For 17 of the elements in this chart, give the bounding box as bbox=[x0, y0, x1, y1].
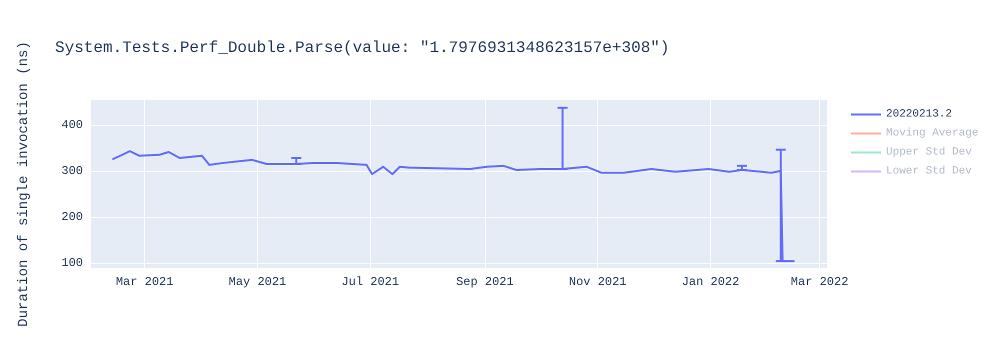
y-tick-label: 300 bbox=[61, 164, 83, 178]
y-tick-label: 400 bbox=[61, 118, 83, 132]
legend-label: Moving Average bbox=[886, 128, 978, 140]
chart-title: System.Tests.Perf_Double.Parse(value: "1.7976931348623157e+308") bbox=[55, 39, 670, 57]
y-tick-label: 100 bbox=[61, 256, 83, 270]
x-tick-label: Jul 2021 bbox=[341, 275, 400, 289]
x-tick-label: May 2021 bbox=[228, 275, 286, 289]
x-tick-label: Mar 2021 bbox=[116, 275, 174, 289]
x-tick-label: Nov 2021 bbox=[568, 275, 626, 289]
legend-label: 20220213.2 bbox=[886, 108, 952, 120]
x-tick-label: Mar 2022 bbox=[790, 275, 848, 289]
x-tick-label: Jan 2022 bbox=[682, 275, 740, 289]
x-tick-label: Sep 2021 bbox=[456, 275, 514, 289]
y-axis-title: Duration of single invocation (ns) bbox=[16, 41, 32, 327]
legend-label: Lower Std Dev bbox=[886, 166, 972, 178]
legend-label: Upper Std Dev bbox=[886, 146, 972, 158]
y-tick-label: 200 bbox=[61, 210, 83, 224]
